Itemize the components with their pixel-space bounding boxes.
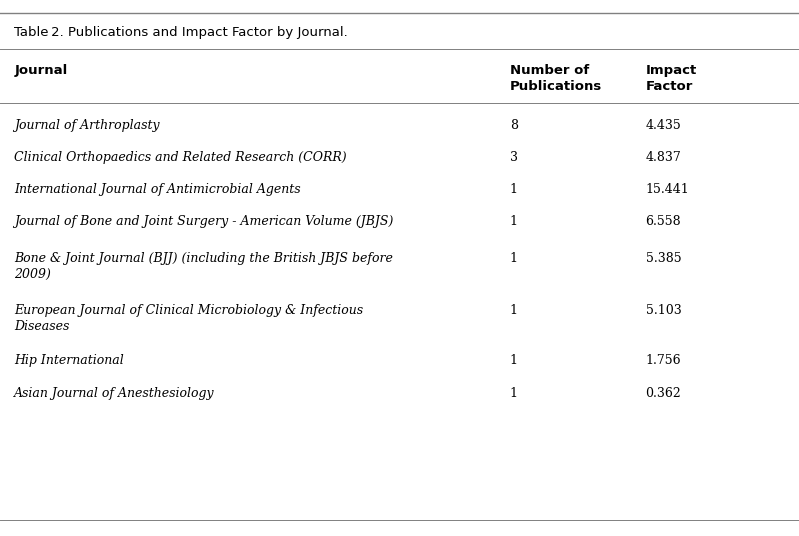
Text: 5.103: 5.103 bbox=[646, 304, 682, 317]
Text: European Journal of Clinical Microbiology & Infectious
Diseases: European Journal of Clinical Microbiolog… bbox=[14, 304, 364, 333]
Text: Hip International: Hip International bbox=[14, 354, 124, 367]
Text: International Journal of Antimicrobial Agents: International Journal of Antimicrobial A… bbox=[14, 183, 301, 196]
Text: 1: 1 bbox=[510, 387, 518, 400]
Text: Number of
Publications: Number of Publications bbox=[510, 64, 602, 93]
Text: 4.837: 4.837 bbox=[646, 151, 682, 164]
Text: 1: 1 bbox=[510, 215, 518, 228]
Text: Journal of Bone and Joint Surgery - American Volume (JBJS): Journal of Bone and Joint Surgery - Amer… bbox=[14, 215, 394, 228]
Text: Journal of Arthroplasty: Journal of Arthroplasty bbox=[14, 119, 160, 132]
Text: 0.362: 0.362 bbox=[646, 387, 682, 400]
Text: Table 2. Publications and Impact Factor by Journal.: Table 2. Publications and Impact Factor … bbox=[14, 26, 348, 39]
Text: Asian Journal of Anesthesiology: Asian Journal of Anesthesiology bbox=[14, 387, 215, 400]
Text: Impact
Factor: Impact Factor bbox=[646, 64, 697, 93]
Text: 1: 1 bbox=[510, 354, 518, 367]
Text: 15.441: 15.441 bbox=[646, 183, 690, 196]
Text: 4.435: 4.435 bbox=[646, 119, 682, 132]
Text: 1.756: 1.756 bbox=[646, 354, 682, 367]
Text: 8: 8 bbox=[510, 119, 518, 132]
Text: 3: 3 bbox=[510, 151, 518, 164]
Text: 1: 1 bbox=[510, 304, 518, 317]
Text: Clinical Orthopaedics and Related Research (CORR): Clinical Orthopaedics and Related Resear… bbox=[14, 151, 347, 164]
Text: 6.558: 6.558 bbox=[646, 215, 682, 228]
Text: Journal: Journal bbox=[14, 64, 68, 77]
Text: Bone & Joint Journal (BJJ) (including the British JBJS before
2009): Bone & Joint Journal (BJJ) (including th… bbox=[14, 252, 393, 281]
Text: 5.385: 5.385 bbox=[646, 252, 682, 265]
Text: 1: 1 bbox=[510, 252, 518, 265]
Text: 1: 1 bbox=[510, 183, 518, 196]
